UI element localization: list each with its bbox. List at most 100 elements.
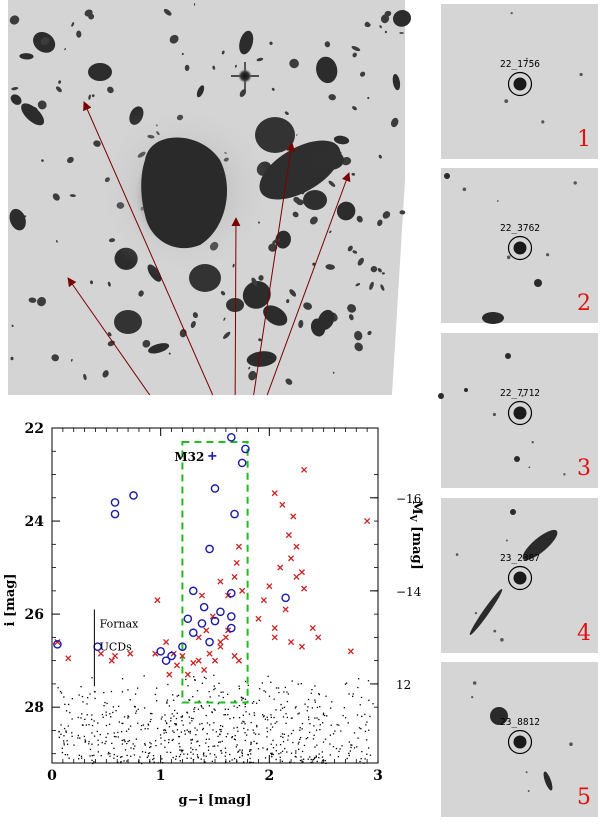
- field-point: [286, 691, 288, 693]
- field-point: [258, 699, 260, 701]
- field-point: [266, 748, 269, 750]
- ucd-candidate-circle: [216, 607, 225, 617]
- field-point: [314, 701, 316, 703]
- field-point: [89, 755, 91, 757]
- field-point: [244, 732, 246, 734]
- cutout-neighbor: [438, 393, 444, 399]
- contaminant-cross: [277, 564, 284, 571]
- field-point: [350, 746, 352, 749]
- field-point: [179, 760, 181, 762]
- field-point: [198, 700, 200, 702]
- cutout-id-label: 23_8812: [500, 717, 540, 728]
- contaminant-cross: [231, 573, 238, 580]
- field-point: [109, 752, 111, 755]
- cutout-speck: [492, 412, 496, 417]
- field-point: [254, 733, 257, 735]
- field-point: [209, 696, 211, 698]
- field-point: [263, 715, 265, 717]
- field-point: [349, 750, 351, 752]
- y-tick-label: 22: [25, 421, 44, 437]
- field-point: [267, 719, 269, 721]
- field-point: [186, 753, 189, 755]
- field-point: [259, 688, 261, 690]
- field-point: [219, 728, 221, 731]
- field-point: [285, 722, 287, 724]
- field-point: [57, 687, 59, 689]
- contaminant-cross: [195, 634, 202, 641]
- field-point: [356, 714, 359, 716]
- field-point: [160, 743, 162, 745]
- cutout-id-label: 22_7712: [500, 388, 540, 399]
- field-point: [360, 728, 362, 730]
- field-point: [150, 743, 152, 745]
- field-point: [192, 717, 194, 720]
- field-galaxy: [190, 321, 196, 328]
- field-point: [91, 718, 93, 721]
- field-galaxy: [64, 48, 66, 51]
- field-galaxy: [67, 156, 74, 164]
- field-point: [325, 762, 327, 764]
- field-galaxy: [293, 196, 301, 204]
- field-galaxy: [378, 154, 382, 159]
- field-point: [124, 749, 127, 751]
- cutout-speck: [569, 742, 573, 746]
- field-point: [250, 742, 252, 744]
- field-point: [242, 714, 244, 716]
- cutout-aperture-circle: [507, 71, 533, 97]
- field-point: [83, 735, 85, 738]
- field-point: [78, 694, 80, 696]
- ucd-candidate-circle: [210, 484, 220, 493]
- field-point: [309, 731, 311, 734]
- field-galaxy: [251, 277, 258, 287]
- field-galaxy: [212, 65, 216, 70]
- field-point: [258, 733, 260, 735]
- field-point: [295, 752, 297, 754]
- field-point: [224, 755, 226, 757]
- field-point: [242, 720, 244, 722]
- cutout-speck: [474, 612, 477, 615]
- field-point: [342, 714, 344, 717]
- field-point: [345, 682, 348, 684]
- field-galaxy: [354, 330, 363, 341]
- cutout-neighbor: [543, 771, 553, 791]
- contaminant-cross: [163, 638, 170, 646]
- field-galaxy: [289, 289, 297, 297]
- cutout-aperture-circle: [507, 235, 533, 261]
- field-point: [366, 739, 368, 741]
- field-point: [195, 749, 197, 751]
- field-point: [238, 685, 240, 687]
- field-point: [150, 718, 152, 721]
- field-galaxy: [316, 56, 338, 84]
- field-galaxy: [328, 94, 336, 101]
- field-point: [270, 723, 272, 725]
- ucd-candidate-circle: [199, 602, 209, 612]
- field-point: [77, 737, 79, 739]
- contaminant-cross: [195, 657, 202, 664]
- cutout-speck: [471, 696, 474, 699]
- field-point: [283, 733, 285, 735]
- field-point: [282, 736, 284, 738]
- field-point: [272, 739, 274, 742]
- selection-box: [181, 440, 249, 704]
- field-point: [91, 677, 93, 679]
- field-point: [113, 753, 115, 756]
- field-galaxy: [379, 25, 382, 29]
- field-galaxy: [285, 378, 293, 385]
- field-point: [172, 738, 174, 741]
- field-point: [106, 702, 108, 705]
- x-tick-label: 3: [373, 768, 383, 784]
- field-point: [336, 724, 338, 726]
- field-galaxy: [221, 50, 225, 55]
- field-point: [138, 762, 141, 764]
- field-point: [364, 713, 366, 716]
- field-galaxy: [382, 211, 391, 219]
- field-point: [113, 757, 115, 759]
- field-galaxy: [352, 250, 358, 254]
- field-point: [91, 759, 93, 761]
- cutout-speck: [462, 187, 467, 192]
- field-point: [130, 755, 132, 757]
- field-galaxy: [328, 180, 336, 187]
- field-point: [271, 754, 273, 756]
- field-point: [300, 736, 302, 739]
